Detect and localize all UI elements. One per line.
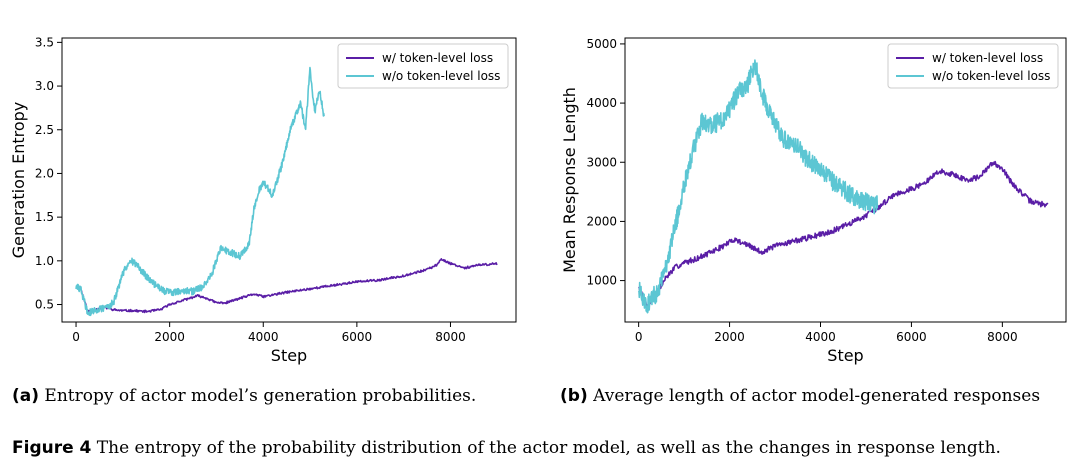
subcaption-b-label: (b) — [560, 386, 588, 406]
chart-a-ytick-label: 1.0 — [35, 254, 54, 268]
chart-b-legend-label-2: w/o token-level loss — [932, 69, 1050, 83]
chart-a-ytick-label: 0.5 — [35, 298, 54, 312]
subcaption-a: (a) Entropy of actor model’s generation … — [12, 386, 476, 406]
chart-a-ytick-label: 3.5 — [35, 35, 54, 49]
chart-b-xtick-label: 2000 — [714, 330, 745, 344]
subcaption-a-text: Entropy of actor model’s generation prob… — [44, 386, 477, 406]
chart-a-frame — [61, 37, 517, 323]
chart-a-ylabel: Generation Entropy — [9, 102, 28, 259]
chart-a-ytick-label: 2.5 — [35, 123, 54, 137]
chart-b-xtick-label: 6000 — [896, 330, 927, 344]
chart-a-legend-box — [337, 43, 509, 89]
chart-a-series-1-line — [75, 258, 498, 314]
figure-caption-label: Figure 4 — [12, 438, 92, 458]
subcaption-a-label: (a) — [12, 386, 40, 406]
chart-a-xtick-label: 6000 — [342, 330, 373, 344]
chart-b-ytick-label: 5000 — [586, 37, 617, 51]
chart-a-ytick-label: 2.0 — [35, 166, 54, 180]
chart-b-legend-box — [887, 43, 1059, 89]
subcaption-b-text: Average length of actor model-generated … — [593, 386, 1041, 406]
figure-caption: Figure 4 The entropy of the probability … — [12, 438, 1001, 458]
chart-a-legend-label-1: w/ token-level loss — [382, 51, 493, 65]
chart-b-xtick-label: 8000 — [987, 330, 1018, 344]
chart-b-ytick-label: 3000 — [586, 155, 617, 169]
chart-b-legend-label-1: w/ token-level loss — [932, 51, 1043, 65]
subcaption-b: (b) Average length of actor model-genera… — [560, 386, 1040, 406]
chart-b-series-2-line — [637, 59, 879, 314]
chart-b-legend: w/ token-level loss w/o token-level loss — [887, 43, 1059, 89]
figure-caption-text: The entropy of the probability distribut… — [96, 438, 1001, 458]
chart-a-legend: w/ token-level loss w/o token-level loss — [337, 43, 509, 89]
chart-b-ytick-label: 1000 — [586, 274, 617, 288]
chart-b: 0 2000 4000 6000 8000 1000 2000 3000 4000 5000 Ste… — [560, 37, 1067, 365]
chart-a-xtick-label: 8000 — [435, 330, 466, 344]
chart-b-xlabel: Step — [827, 346, 863, 365]
chart-a-xtick-label: 4000 — [248, 330, 279, 344]
chart-a-ytick-label: 1.5 — [35, 210, 54, 224]
chart-a: 0 2000 4000 6000 8000 0.5 1.0 1.5 2.0 2.5 3.0 3.5 St… — [9, 35, 517, 365]
chart-a-xlabel: Step — [271, 346, 307, 365]
chart-b-xtick-label: 0 — [635, 330, 643, 344]
chart-a-legend-label-2: w/o token-level loss — [382, 69, 500, 83]
chart-b-xtick-label: 4000 — [805, 330, 836, 344]
chart-a-ytick-label: 3.0 — [35, 79, 54, 93]
chart-b-series-1-line — [638, 160, 1049, 308]
chart-b-ytick-label: 2000 — [586, 214, 617, 228]
chart-b-ytick-label: 4000 — [586, 96, 617, 110]
chart-b-ylabel: Mean Response Length — [560, 87, 579, 273]
chart-a-xtick-label: 2000 — [154, 330, 185, 344]
chart-b-frame — [624, 37, 1067, 323]
chart-a-xtick-label: 0 — [72, 330, 80, 344]
chart-a-series-2-line — [75, 66, 325, 317]
